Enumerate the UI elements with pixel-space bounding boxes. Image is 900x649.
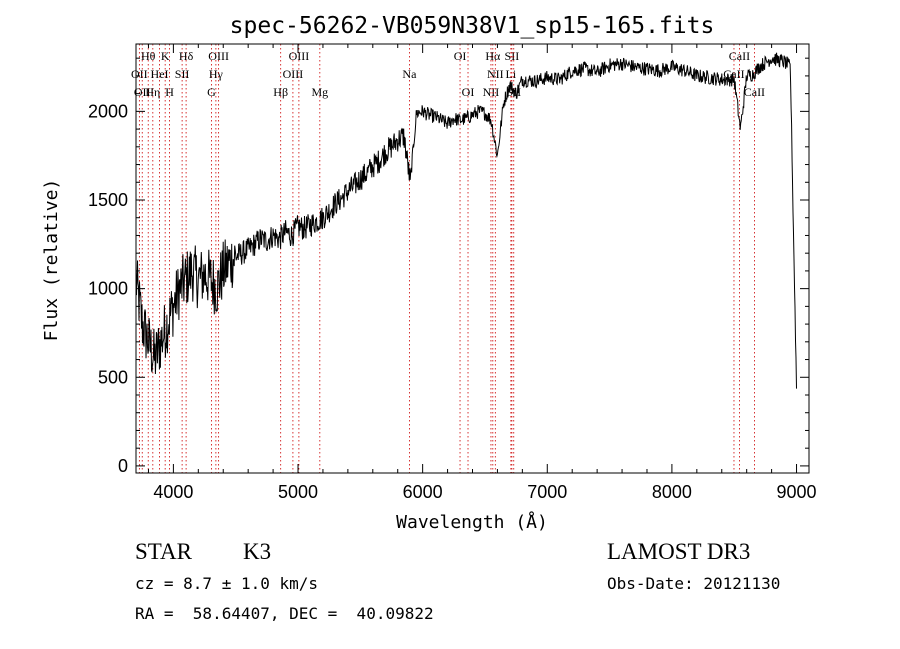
line-label-6: H bbox=[165, 85, 174, 99]
y-tick-label-3: 1500 bbox=[88, 190, 128, 210]
observation-date: Obs-Date: 20121130 bbox=[607, 574, 781, 593]
line-label-7: SII bbox=[175, 67, 190, 81]
axis-ticks: 4000 5000 6000 7000 8000 9000 0 500 1000 1500 2000 bbox=[88, 44, 817, 502]
y-tick-label-2: 1000 bbox=[88, 279, 128, 299]
line-label-20: Hα bbox=[485, 49, 501, 63]
line-label-9: G bbox=[207, 85, 216, 99]
survey-name: LAMOST DR3 bbox=[607, 539, 751, 564]
object-class: STAR bbox=[135, 539, 192, 564]
x-tick-label-5: 9000 bbox=[777, 482, 817, 502]
redshift-cz: cz = 8.7 ± 1.0 km/s bbox=[135, 574, 319, 593]
line-label-17: OI bbox=[454, 49, 467, 63]
line-label-19: NII bbox=[483, 85, 500, 99]
line-label-21: NII bbox=[487, 67, 504, 81]
y-tick-label-0: 0 bbox=[118, 456, 128, 476]
line-label-2: Hθ bbox=[141, 49, 156, 63]
ra-dec-coordinates: RA = 58.64407, DEC = 40.09822 bbox=[135, 604, 434, 623]
line-label-26: CaII bbox=[729, 49, 750, 63]
line-label-4: HeI bbox=[151, 67, 169, 81]
line-label-5: K bbox=[161, 49, 170, 63]
x-tick-label-3: 7000 bbox=[527, 482, 567, 502]
x-tick-label-0: 4000 bbox=[153, 482, 193, 502]
x-tick-label-1: 5000 bbox=[278, 482, 318, 502]
y-axis-label: Flux (relative) bbox=[41, 179, 62, 342]
y-tick-label-1: 500 bbox=[98, 367, 128, 387]
line-label-18: OI bbox=[462, 85, 475, 99]
line-label-27: CaII bbox=[744, 85, 765, 99]
line-label-10: Hγ bbox=[209, 67, 224, 81]
object-subclass: K3 bbox=[243, 539, 272, 564]
line-label-13: OIII bbox=[283, 67, 304, 81]
x-tick-label-4: 8000 bbox=[652, 482, 692, 502]
line-label-0: OII bbox=[131, 67, 148, 81]
line-label-22: Li bbox=[506, 67, 517, 81]
line-label-1: OII bbox=[134, 85, 151, 99]
x-tick-label-2: 6000 bbox=[403, 482, 443, 502]
emission-line-markers: OIIOIIHθHηHeIKHSIIHδGHγOIIIHβOIIIOIIIMgN… bbox=[131, 44, 765, 473]
line-label-15: Mg bbox=[311, 85, 328, 99]
y-tick-label-4: 2000 bbox=[88, 101, 128, 121]
flux-series-line bbox=[135, 52, 797, 389]
line-label-3: Hη bbox=[145, 85, 160, 99]
chart-title: spec-56262-VB059N38V1_sp15-165.fits bbox=[230, 13, 715, 39]
line-label-14: OIII bbox=[289, 49, 310, 63]
line-label-23: SII bbox=[505, 49, 520, 63]
line-label-11: OIII bbox=[208, 49, 229, 63]
line-label-12: Hβ bbox=[273, 85, 288, 99]
line-label-8: Hδ bbox=[179, 49, 194, 63]
x-axis-label: Wavelength (Å) bbox=[396, 511, 548, 533]
line-label-16: Na bbox=[402, 67, 417, 81]
